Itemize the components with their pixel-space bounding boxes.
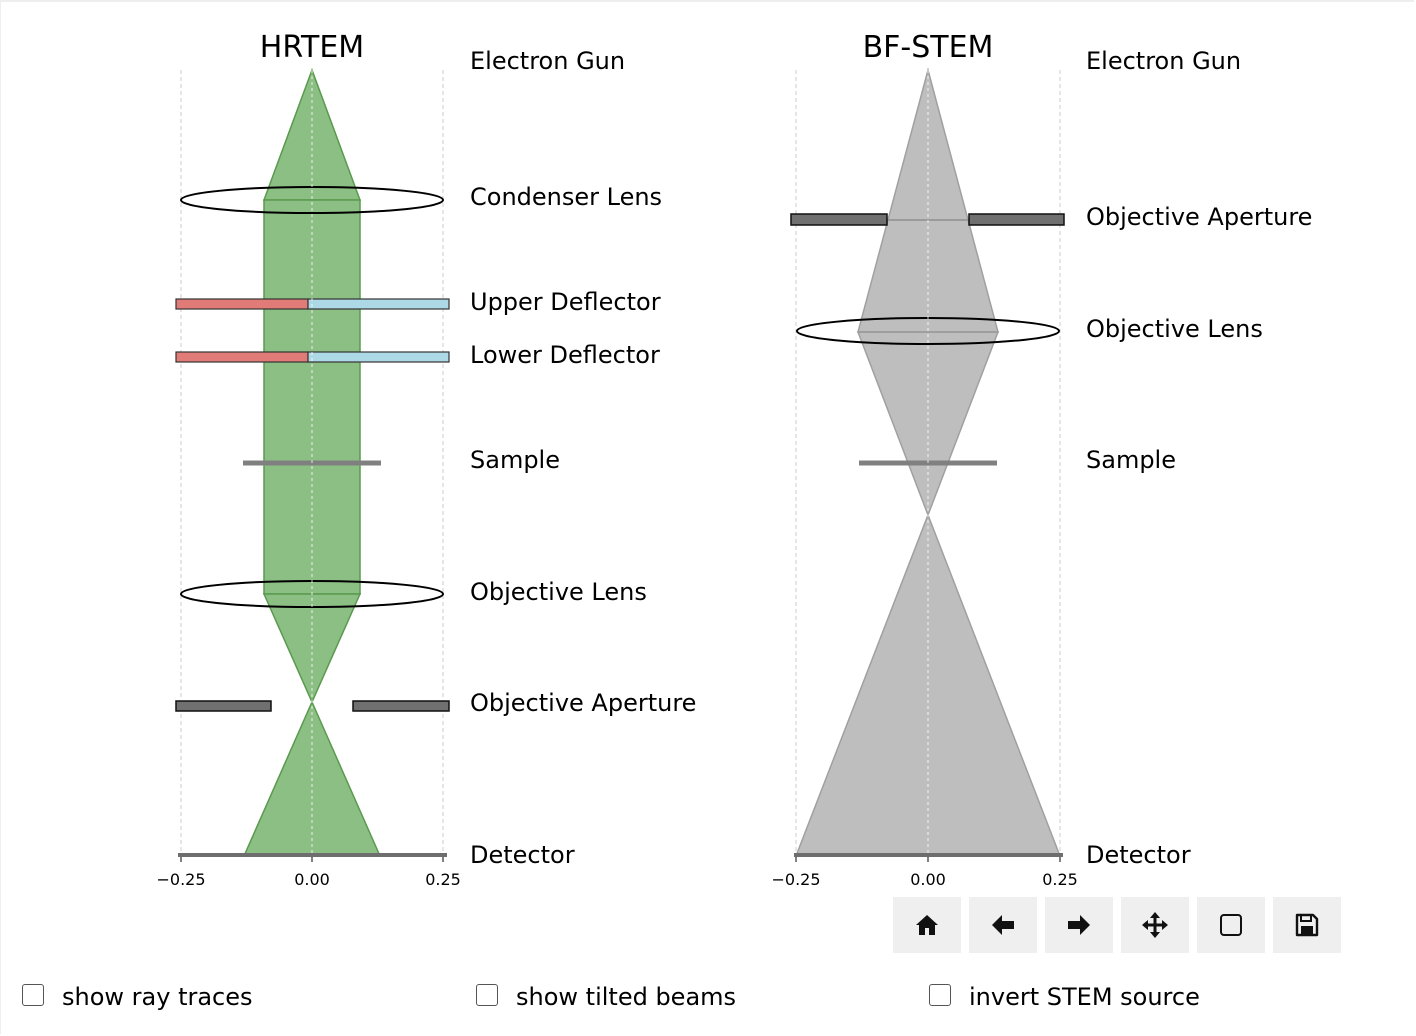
objective-aperture-left [790, 213, 888, 226]
zoom-rect-icon [1220, 914, 1242, 936]
component-label: Detector [1086, 841, 1191, 869]
show-ray-traces-control[interactable]: show ray traces [22, 975, 253, 1019]
x-tick-label: 0.25 [1042, 870, 1078, 889]
x-tick-label: 0.25 [425, 870, 461, 889]
objective-aperture-right [352, 700, 450, 712]
x-tick-label: 0.00 [294, 870, 330, 889]
back-button[interactable] [969, 897, 1037, 953]
save-icon [1295, 913, 1319, 937]
microscope-diagram: HRTEM −0.25 0.00 0.25 BF-STEM −0.25 0.00 0.25 El… [156, 30, 1312, 889]
panel-title: HRTEM [260, 30, 364, 65]
component-label: Electron Gun [470, 47, 625, 75]
hrtem-beam [242, 67, 382, 857]
component-label: Objective Aperture [470, 689, 696, 717]
x-tick-label: −0.25 [156, 870, 205, 889]
show-ray-traces-checkbox[interactable] [22, 984, 44, 1006]
objective-aperture-right [968, 213, 1065, 226]
component-label: Condenser Lens [470, 183, 662, 211]
pan-button[interactable] [1121, 897, 1189, 953]
home-button[interactable] [893, 897, 961, 953]
component-label: Objective Lens [1086, 315, 1263, 343]
show-tilted-beams-checkbox[interactable] [476, 984, 498, 1006]
component-label: Objective Aperture [1086, 203, 1312, 231]
x-tick-label: 0.00 [910, 870, 946, 889]
stem-beam [794, 67, 1062, 857]
forward-button[interactable] [1045, 897, 1113, 953]
upper-deflector-left [175, 298, 309, 310]
component-label: Objective Lens [470, 578, 647, 606]
invert-stem-source-control[interactable]: invert STEM source [929, 975, 1200, 1019]
invert-stem-source-checkbox[interactable] [929, 984, 951, 1006]
upper-deflector-right [307, 298, 450, 310]
lower-deflector-right [307, 351, 450, 363]
lower-deflector-left [175, 351, 309, 363]
save-button[interactable] [1273, 897, 1341, 953]
zoom-button[interactable] [1197, 897, 1265, 953]
arrow-left-icon [992, 915, 1014, 935]
component-label: Electron Gun [1086, 47, 1241, 75]
component-label: Sample [470, 446, 560, 474]
show-tilted-beams-control[interactable]: show tilted beams [476, 975, 736, 1019]
objective-aperture-left [175, 700, 272, 712]
move-icon [1142, 912, 1168, 938]
component-label: Detector [470, 841, 575, 869]
show-ray-traces-label: show ray traces [62, 983, 253, 1011]
component-label: Upper Deflector [470, 288, 661, 316]
controls-row: show ray traces show tilted beams invert… [0, 975, 1416, 1025]
x-tick-label: −0.25 [771, 870, 820, 889]
component-label: Lower Deflector [470, 341, 660, 369]
arrow-right-icon [1068, 915, 1090, 935]
component-label: Sample [1086, 446, 1176, 474]
figure-toolbar [893, 897, 1341, 953]
show-tilted-beams-label: show tilted beams [516, 983, 737, 1011]
home-icon [916, 915, 938, 935]
invert-stem-source-label: invert STEM source [969, 983, 1200, 1011]
panel-title: BF-STEM [863, 30, 994, 65]
